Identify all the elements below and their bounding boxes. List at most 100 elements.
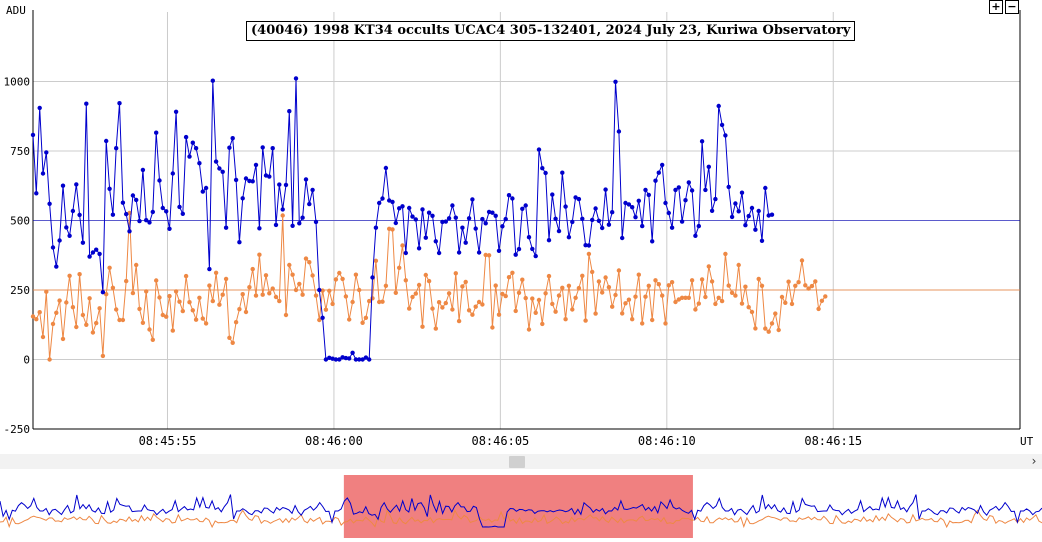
data-point — [167, 293, 172, 299]
data-point — [60, 183, 66, 188]
data-point — [616, 129, 622, 134]
data-point — [580, 216, 585, 221]
data-point — [84, 101, 89, 106]
data-point — [646, 283, 651, 288]
data-point — [513, 308, 518, 314]
data-point — [227, 335, 232, 340]
data-point — [397, 265, 402, 270]
data-point — [799, 258, 805, 263]
zoom-out-button[interactable]: − — [1005, 0, 1019, 14]
zoom-in-button[interactable]: + — [989, 0, 1003, 14]
data-point — [64, 300, 69, 305]
data-point — [496, 248, 502, 253]
data-point — [693, 307, 698, 312]
data-point — [363, 315, 369, 320]
data-point — [480, 302, 485, 307]
data-point — [90, 250, 96, 255]
data-point — [430, 213, 435, 218]
data-point — [480, 216, 485, 222]
data-point — [473, 304, 478, 309]
data-point — [593, 311, 598, 316]
data-point — [713, 301, 718, 307]
data-point — [154, 278, 159, 283]
data-point — [636, 198, 641, 203]
data-point — [147, 327, 152, 332]
navigator-overview[interactable] — [0, 469, 1042, 542]
data-point — [533, 310, 538, 315]
data-point — [260, 292, 265, 297]
data-point — [440, 219, 445, 225]
data-point — [257, 252, 262, 257]
data-point — [263, 173, 269, 178]
data-point — [523, 203, 528, 208]
data-point — [610, 210, 615, 215]
data-point — [470, 197, 475, 202]
data-point — [100, 353, 106, 359]
data-point — [783, 300, 788, 305]
data-point — [140, 167, 146, 173]
data-point — [776, 327, 781, 333]
data-point — [180, 308, 185, 314]
data-point — [616, 268, 622, 273]
data-point — [689, 188, 695, 193]
data-point — [450, 307, 455, 312]
comparison-star-series-line — [32, 212, 826, 360]
data-point — [420, 324, 425, 329]
data-point — [157, 178, 162, 183]
data-point — [739, 190, 745, 195]
data-point — [320, 288, 325, 293]
data-point — [416, 282, 422, 288]
data-point — [679, 295, 685, 300]
data-point — [766, 213, 771, 218]
data-point — [446, 291, 452, 296]
scroll-right-arrow-icon[interactable]: › — [1031, 454, 1037, 468]
target-star-series — [30, 76, 775, 362]
data-point — [403, 250, 408, 256]
data-point — [383, 283, 389, 288]
data-point — [173, 289, 179, 294]
data-point — [54, 264, 59, 269]
data-point — [570, 219, 575, 225]
data-point — [706, 264, 711, 269]
data-point — [253, 162, 259, 168]
data-point — [796, 280, 801, 285]
data-point — [786, 279, 791, 284]
data-point — [317, 287, 322, 293]
data-point — [510, 196, 515, 201]
data-point — [709, 279, 715, 284]
data-point — [540, 166, 545, 171]
data-point — [490, 325, 495, 330]
data-point — [167, 226, 172, 231]
data-point — [623, 301, 628, 306]
navigator-selection-window[interactable] — [343, 475, 693, 538]
data-point — [357, 287, 362, 293]
data-point — [759, 238, 765, 243]
data-point — [453, 215, 458, 220]
data-point — [596, 218, 602, 223]
data-point — [387, 198, 392, 203]
data-point — [613, 79, 618, 85]
horizontal-scrollbar[interactable]: › — [0, 454, 1042, 469]
data-point — [573, 295, 578, 300]
data-point — [660, 293, 665, 298]
data-point — [503, 293, 508, 299]
data-point — [350, 299, 355, 305]
data-point — [137, 306, 142, 312]
scrollbar-thumb[interactable] — [509, 456, 525, 468]
chart-axes — [32, 10, 1021, 430]
data-point — [656, 170, 661, 175]
data-point — [600, 290, 605, 295]
data-point — [410, 214, 415, 219]
data-point — [640, 321, 645, 326]
data-point — [596, 279, 602, 284]
navigator-window[interactable] — [343, 475, 693, 538]
data-point — [300, 292, 305, 297]
data-point — [303, 256, 309, 261]
data-point — [683, 295, 688, 300]
data-point — [500, 224, 505, 229]
data-point — [270, 146, 275, 151]
data-point — [689, 278, 695, 283]
data-point — [114, 146, 119, 151]
data-point — [197, 295, 202, 300]
data-point — [633, 294, 638, 299]
